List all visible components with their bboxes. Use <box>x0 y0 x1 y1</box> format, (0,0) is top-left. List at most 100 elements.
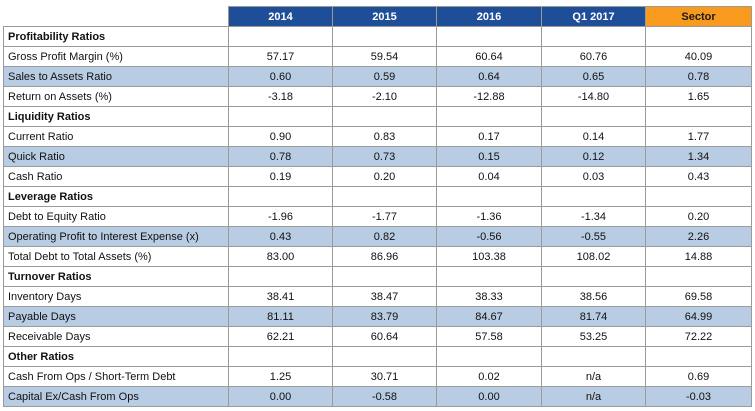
cell-q1-2017: 60.76 <box>541 46 646 67</box>
cell-2016: -12.88 <box>436 86 542 107</box>
row-label: Capital Ex/Cash From Ops <box>3 386 229 407</box>
cell-2015: 30.71 <box>332 366 437 387</box>
cell-2014: 81.11 <box>228 306 333 327</box>
cell-2015: -1.77 <box>332 206 437 227</box>
table-row: Total Debt to Total Assets (%) 83.00 86.… <box>3 246 752 267</box>
cell-2016: 0.15 <box>436 146 542 167</box>
cell-2014: 83.00 <box>228 246 333 267</box>
cell-sector: 69.58 <box>645 286 752 307</box>
cell-q1-2017: 38.56 <box>541 286 646 307</box>
cell-2014: 1.25 <box>228 366 333 387</box>
section-row: Liquidity Ratios <box>3 106 752 127</box>
cell-sector: 64.99 <box>645 306 752 327</box>
cell-2016: 57.58 <box>436 326 542 347</box>
cell-q1-2017: 0.14 <box>541 126 646 147</box>
row-label: Inventory Days <box>3 286 229 307</box>
cell-2014: -1.96 <box>228 206 333 227</box>
cell-q1-2017: 53.25 <box>541 326 646 347</box>
cell-2016: 0.04 <box>436 166 542 187</box>
header-row: 2014 2015 2016 Q1 2017 Sector <box>3 6 752 27</box>
cell-q1-2017: 0.03 <box>541 166 646 187</box>
cell-2016: 103.38 <box>436 246 542 267</box>
table-row: Payable Days 81.11 83.79 84.67 81.74 64.… <box>3 306 752 327</box>
cell-2014: 38.41 <box>228 286 333 307</box>
cell-sector: 14.88 <box>645 246 752 267</box>
cell-2015: -0.58 <box>332 386 437 407</box>
table-row: Cash From Ops / Short-Term Debt 1.25 30.… <box>3 366 752 387</box>
cell-2016: 0.02 <box>436 366 542 387</box>
cell-q1-2017: -1.34 <box>541 206 646 227</box>
cell-2015: 60.64 <box>332 326 437 347</box>
cell-q1-2017: 0.65 <box>541 66 646 87</box>
section-row: Turnover Ratios <box>3 266 752 287</box>
cell-2015: 86.96 <box>332 246 437 267</box>
table-row: Current Ratio 0.90 0.83 0.17 0.14 1.77 <box>3 126 752 147</box>
row-label: Current Ratio <box>3 126 229 147</box>
cell-2016: 60.64 <box>436 46 542 67</box>
row-label: Quick Ratio <box>3 146 229 167</box>
table-row: Return on Assets (%) -3.18 -2.10 -12.88 … <box>3 86 752 107</box>
cell-2014: 57.17 <box>228 46 333 67</box>
cell-sector: 1.34 <box>645 146 752 167</box>
cell-sector: 72.22 <box>645 326 752 347</box>
row-label: Cash Ratio <box>3 166 229 187</box>
cell-sector: 0.78 <box>645 66 752 87</box>
table-row: Quick Ratio 0.78 0.73 0.15 0.12 1.34 <box>3 146 752 167</box>
cell-2014: 0.78 <box>228 146 333 167</box>
cell-2014: 0.43 <box>228 226 333 247</box>
cell-2014: 0.60 <box>228 66 333 87</box>
row-label: Total Debt to Total Assets (%) <box>3 246 229 267</box>
section-title: Other Ratios <box>3 346 229 367</box>
cell-q1-2017: 108.02 <box>541 246 646 267</box>
cell-2015: 38.47 <box>332 286 437 307</box>
section-title: Turnover Ratios <box>3 266 229 287</box>
cell-q1-2017: 81.74 <box>541 306 646 327</box>
table-row: Debt to Equity Ratio -1.96 -1.77 -1.36 -… <box>3 206 752 227</box>
row-label: Return on Assets (%) <box>3 86 229 107</box>
cell-2014: 62.21 <box>228 326 333 347</box>
cell-sector: 2.26 <box>645 226 752 247</box>
cell-2015: 0.73 <box>332 146 437 167</box>
row-label: Payable Days <box>3 306 229 327</box>
section-row: Profitability Ratios <box>3 26 752 47</box>
cell-2015: 83.79 <box>332 306 437 327</box>
cell-2016: 0.64 <box>436 66 542 87</box>
cell-2014: 0.90 <box>228 126 333 147</box>
section-title: Liquidity Ratios <box>3 106 229 127</box>
cell-sector: -0.03 <box>645 386 752 407</box>
table-row: Receivable Days 62.21 60.64 57.58 53.25 … <box>3 326 752 347</box>
header-blank-cell <box>3 6 229 27</box>
cell-2014: -3.18 <box>228 86 333 107</box>
section-title: Profitability Ratios <box>3 26 229 47</box>
cell-sector: 1.77 <box>645 126 752 147</box>
table-row: Inventory Days 38.41 38.47 38.33 38.56 6… <box>3 286 752 307</box>
cell-2015: 0.59 <box>332 66 437 87</box>
section-row: Leverage Ratios <box>3 186 752 207</box>
row-label: Cash From Ops / Short-Term Debt <box>3 366 229 387</box>
cell-sector: 1.65 <box>645 86 752 107</box>
cell-2016: 0.17 <box>436 126 542 147</box>
cell-2016: 84.67 <box>436 306 542 327</box>
row-label: Receivable Days <box>3 326 229 347</box>
cell-sector: 0.69 <box>645 366 752 387</box>
cell-sector: 0.20 <box>645 206 752 227</box>
cell-2016: -1.36 <box>436 206 542 227</box>
header-sector: Sector <box>645 6 752 27</box>
section-title: Leverage Ratios <box>3 186 229 207</box>
cell-q1-2017: -0.55 <box>541 226 646 247</box>
cell-2014: 0.00 <box>228 386 333 407</box>
section-row: Other Ratios <box>3 346 752 367</box>
table-row: Gross Profit Margin (%) 57.17 59.54 60.6… <box>3 46 752 67</box>
cell-q1-2017: 0.12 <box>541 146 646 167</box>
cell-2015: 0.82 <box>332 226 437 247</box>
cell-2015: 0.83 <box>332 126 437 147</box>
cell-2014: 0.19 <box>228 166 333 187</box>
header-2016: 2016 <box>436 6 542 27</box>
cell-2016: 0.00 <box>436 386 542 407</box>
cell-2015: 59.54 <box>332 46 437 67</box>
row-label: Operating Profit to Interest Expense (x) <box>3 226 229 247</box>
row-label: Debt to Equity Ratio <box>3 206 229 227</box>
row-label: Sales to Assets Ratio <box>3 66 229 87</box>
cell-2016: 38.33 <box>436 286 542 307</box>
table-row: Sales to Assets Ratio 0.60 0.59 0.64 0.6… <box>3 66 752 87</box>
